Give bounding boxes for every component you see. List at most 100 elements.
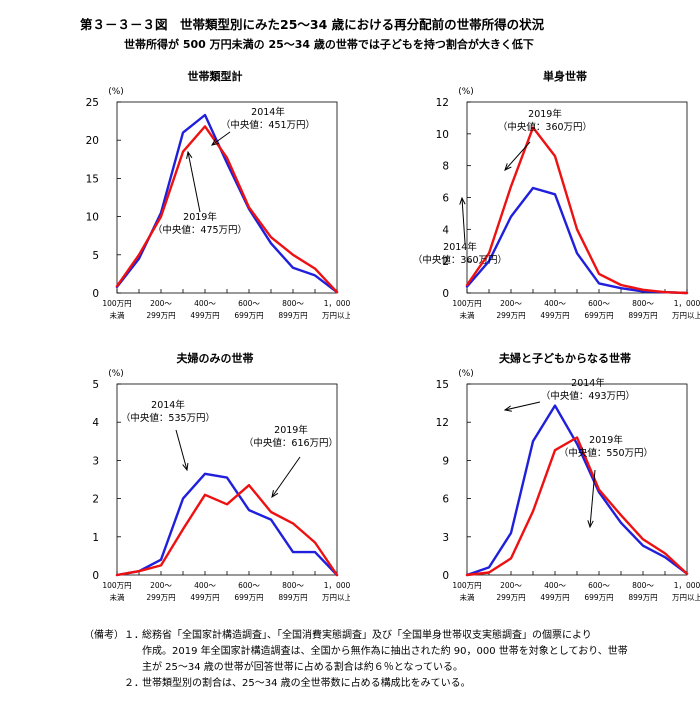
annotation-label: （中央値：616万円） [244,437,338,449]
note-line: ２． 世帯類型別の割合は、25～34 歳の全世帯数に占める構成比をみている。 [84,676,694,692]
x-tick-label: 1，000 [674,581,700,590]
x-tick-label: 899万円 [628,593,657,602]
annotation-arrowhead [459,196,466,205]
x-tick-label: 200～ [150,299,172,308]
x-tick-label: 499万円 [190,593,219,602]
y-tick-label: 12 [436,97,449,109]
annotation-label: （中央値：493万円） [541,390,635,402]
annotation-label: 2019年 [528,108,562,120]
note-number [124,644,142,660]
note-text: 総務省「全国家計構造調査」、「全国消費実態調査」及び「全国単身世帯収支実態調査」… [142,630,592,641]
x-tick-label: 800～ [282,581,304,590]
annotation-arrow [589,469,596,528]
x-tick-label: 899万円 [278,593,307,602]
y-tick-label: 6 [442,494,449,506]
x-tick-label: 499万円 [540,311,569,320]
y-tick-label: 10 [436,129,449,141]
annotation-arrow [504,141,531,171]
annotation-arrowhead [271,490,279,499]
y-tick-label: 0 [92,570,99,582]
chart-panel-couple-only-households: 夫婦のみの世帯 (%) 0 1 2 3 4 5 100万円 未満 200～ 299万円 400～ 499万… [0,342,350,627]
y-axis-unit-label: (%) [108,87,124,97]
series-line-2019 [465,436,689,577]
x-tick-label: 1，000 [324,299,350,308]
note-number: １． [124,630,144,641]
note-head [84,660,124,676]
chart-title: 夫婦のみの世帯 [177,351,254,365]
x-tick-label: 299万円 [496,311,525,320]
annotation-arrowhead [503,405,512,412]
x-tick-label: 未満 [110,592,125,602]
y-tick-label: 5 [92,379,99,391]
annotation-arrowhead [186,150,193,159]
page-subtitle: 世帯所得が 500 万円未満の 25～34 歳の世帯では子どもを持つ割合が大きく… [124,38,534,51]
y-tick-label: 0 [92,288,99,300]
annotation-label: 2019年 [274,424,308,436]
x-tick-label: 200～ [500,299,522,308]
y-tick-label: 0 [442,288,449,300]
annotation-arrowhead [504,163,512,171]
annotation-label: （中央値：475万円） [153,224,247,236]
annotation-label: （中央値：360万円） [413,254,507,266]
x-tick-label: 未満 [460,310,475,320]
note-text: 世帯類型別の割合は、25～34 歳の全世帯数に占める構成比をみている。 [142,678,471,689]
page-title: 第３－３－３図 世帯類型別にみた25～34 歳における再分配前の世帯所得の状況 [80,17,545,32]
annotation-label: （中央値：360万円） [498,121,592,133]
note-text: 主が 25～34 歳の世帯が回答世帯に占める割合は約６％となっている。 [142,662,464,673]
x-tick-label: 200～ [500,581,522,590]
y-tick-label: 0 [442,570,449,582]
y-tick-label: 1 [92,532,99,544]
series-line-2014 [465,404,689,577]
note-head [84,676,124,692]
x-tick-label: 万円以上 [672,311,700,320]
x-tick-label: 未満 [110,310,125,320]
x-tick-label: 200～ [150,581,172,590]
x-tick-label: 699万円 [584,593,613,602]
x-tick-label: 万円以上 [672,593,700,602]
x-tick-label: 699万円 [584,311,613,320]
chart-title: 世帯類型計 [188,69,243,83]
annotation-arrowhead [210,138,219,146]
annotation-arrow [504,401,541,411]
chart-panel-all-households: 世帯類型計 (%) 0 5 10 15 20 25 100万円 未満 200～ 299万円 400～ 49… [0,60,350,345]
x-tick-label: 400～ [194,299,216,308]
annotation-arrow [187,151,201,213]
annotation-arrow [175,429,188,471]
note-text: 作成。2019 年全国家計構造調査は、全国から無作為に抽出された約 90，000… [142,646,628,657]
annotation-arrowhead [182,462,189,472]
annotation-label: （中央値：550万円） [559,447,653,459]
note-head: （備考） [84,630,124,641]
note-line: 主が 25～34 歳の世帯が回答世帯に占める割合は約６％となっている。 [84,660,694,676]
x-tick-label: 499万円 [190,311,219,320]
annotation-label: （中央値：535万円） [121,412,215,424]
y-tick-label: 10 [86,212,99,224]
x-tick-label: 600～ [238,581,260,590]
note-line: （備考） １． 総務省「全国家計構造調査」、「全国消費実態調査」及び「全国単身世帯収… [84,628,694,644]
chart-panel-couple-with-children-households: 夫婦と子どもからなる世帯 (%) 0 3 6 9 12 15 100万円 未満 200～ 299万円 4… [350,342,700,627]
y-tick-label: 15 [86,173,99,185]
x-tick-label: 299万円 [496,593,525,602]
annotation-arrow [271,456,301,498]
y-tick-label: 3 [92,455,99,467]
x-tick-label: 800～ [282,299,304,308]
x-tick-label: 699万円 [234,593,263,602]
y-tick-label: 4 [442,224,449,236]
note-number [124,660,142,676]
x-tick-label: 100万円 [452,299,481,308]
note-head [84,644,124,660]
x-tick-label: 万円以上 [322,593,350,602]
note-line: 作成。2019 年全国家計構造調査は、全国から無作為に抽出された約 90，000… [84,644,694,660]
series-line-2014 [115,472,339,577]
series-line-2019 [465,126,689,295]
x-tick-label: 1，000 [324,581,350,590]
x-tick-label: 100万円 [102,581,131,590]
x-tick-label: 800～ [632,299,654,308]
annotation-label: 2019年 [589,434,623,446]
y-tick-label: 2 [92,494,99,506]
annotation-label: （中央値：451万円） [221,119,315,131]
y-tick-label: 4 [92,417,99,429]
y-tick-label: 15 [436,379,449,391]
